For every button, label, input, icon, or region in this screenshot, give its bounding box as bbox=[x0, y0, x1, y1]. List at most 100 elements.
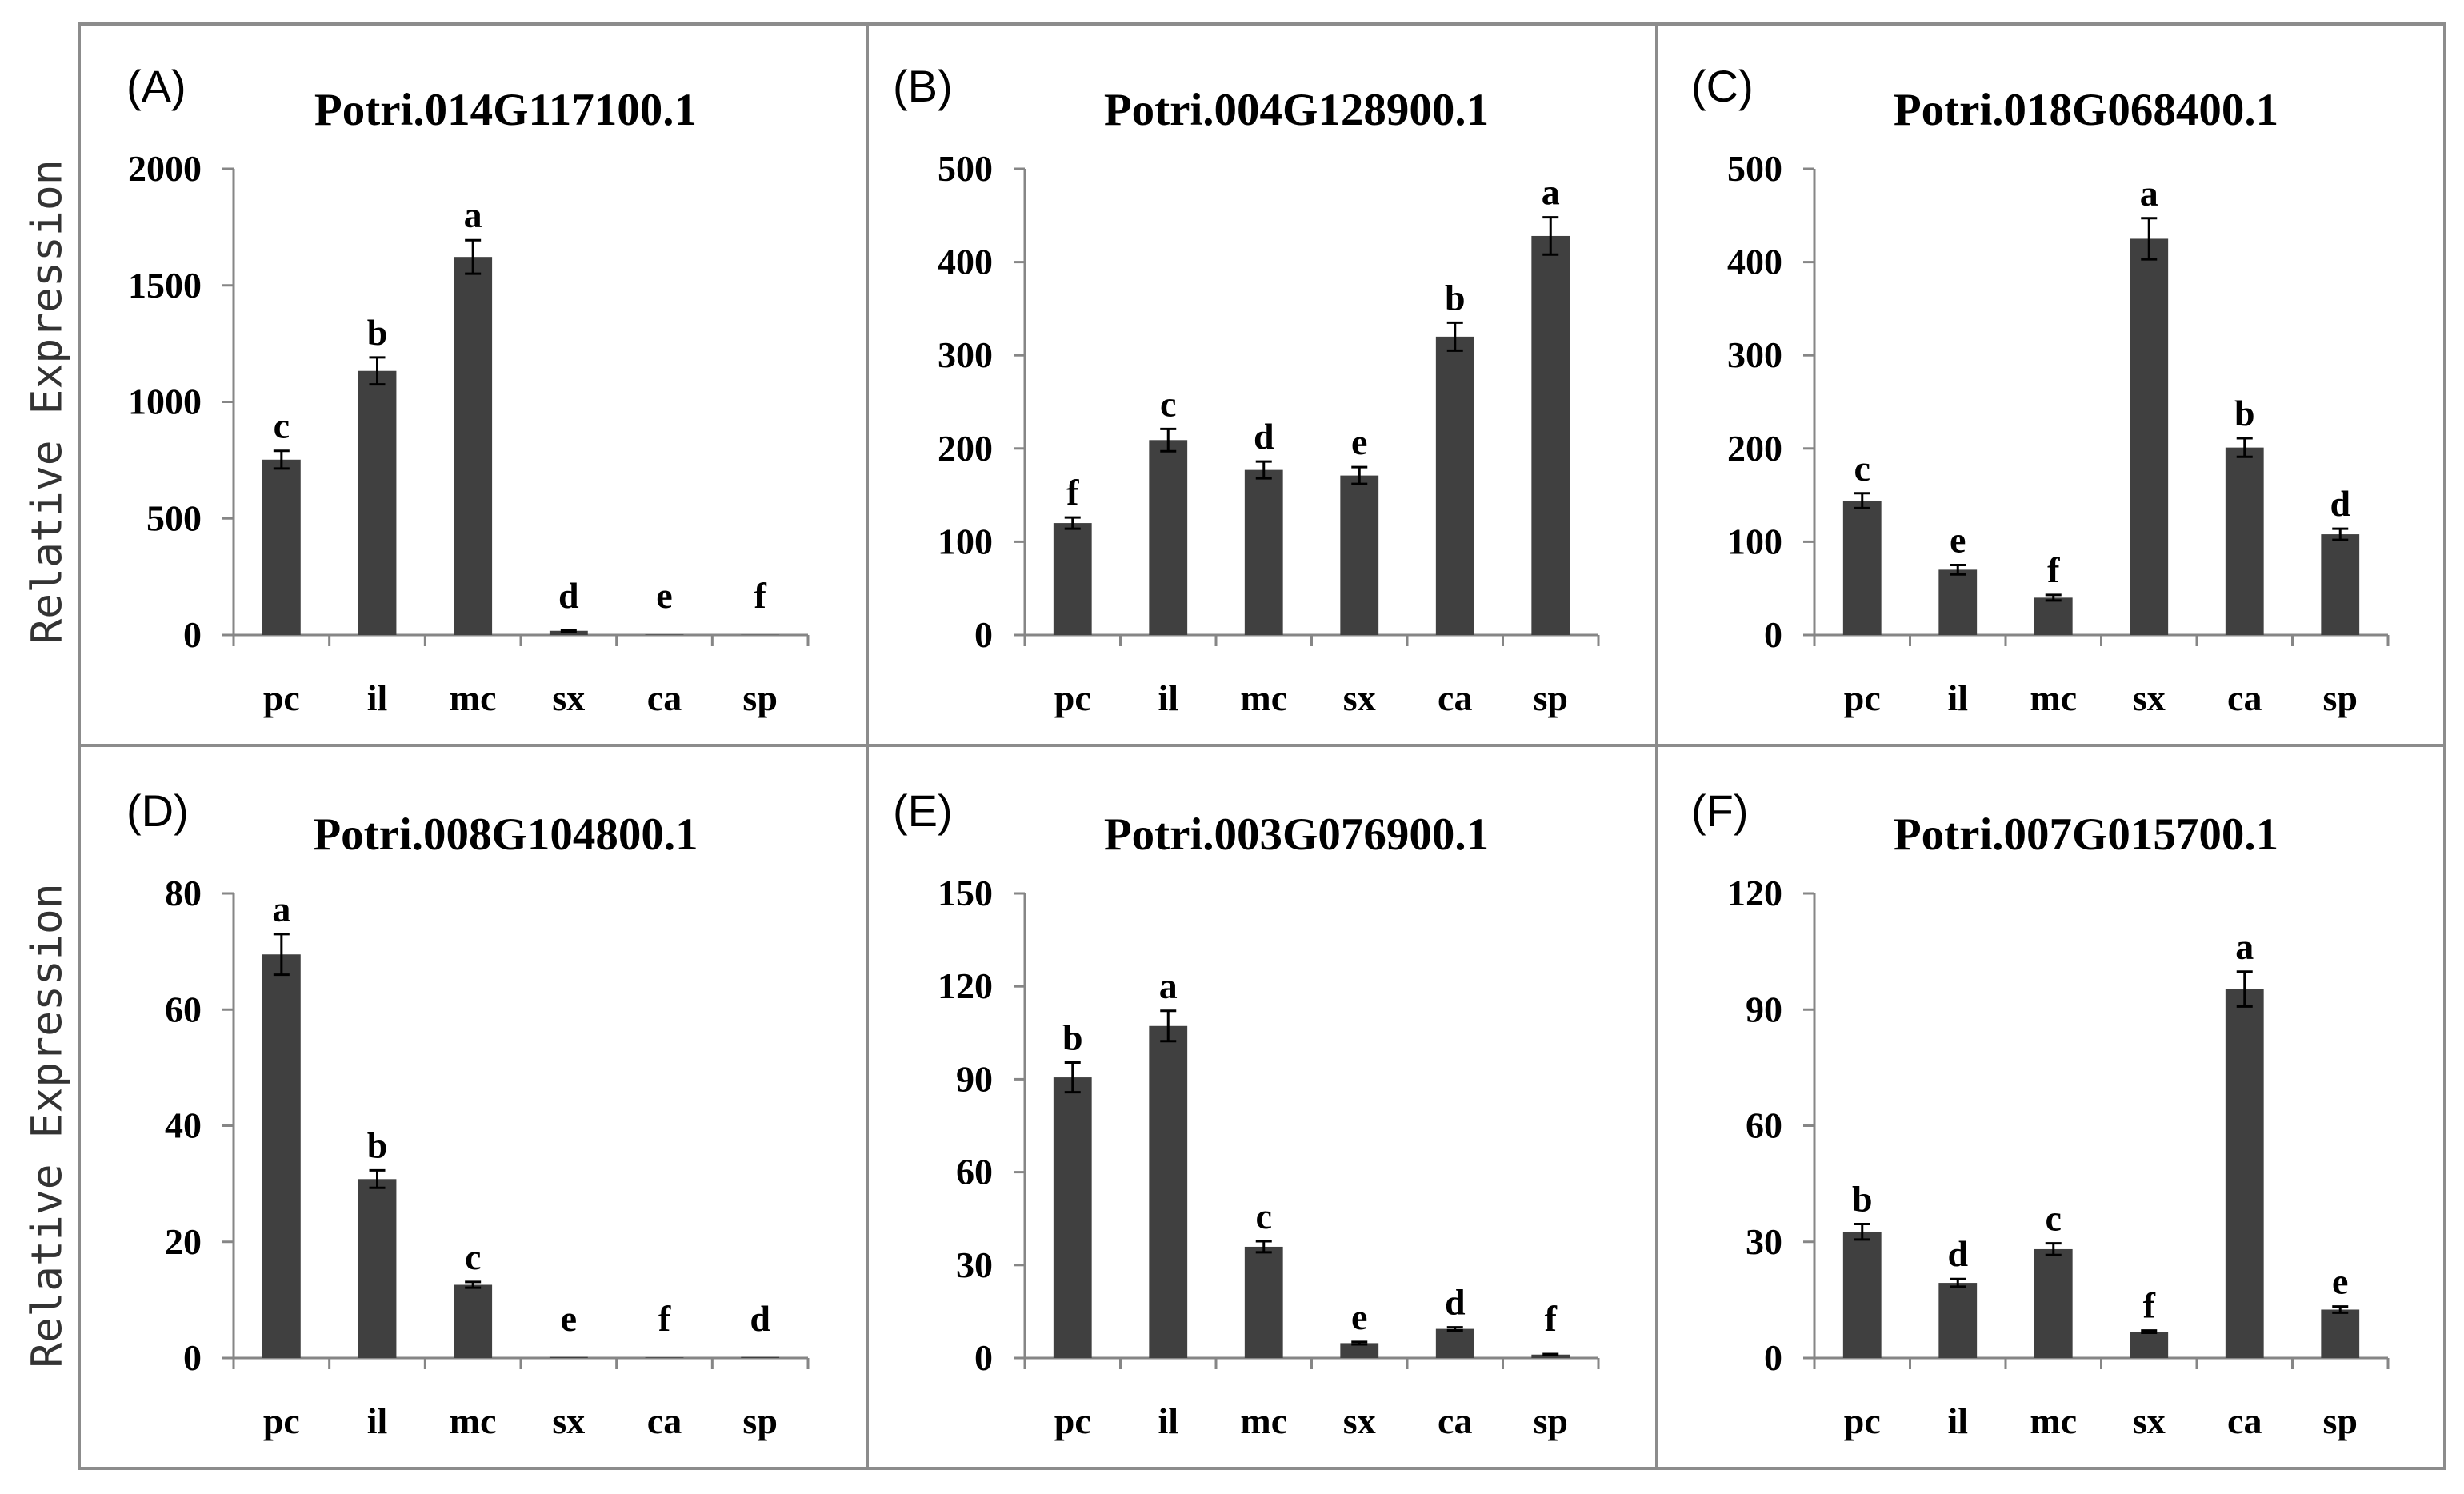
category-label: sp bbox=[1534, 1400, 1568, 1441]
bar-il bbox=[1149, 440, 1188, 635]
error-bar-sx bbox=[2141, 1329, 2158, 1335]
category-label: mc bbox=[2030, 677, 2077, 718]
error-bar-mc bbox=[1255, 460, 1272, 480]
significance-letter: a bbox=[2140, 173, 2158, 214]
error-bar-il bbox=[369, 1168, 386, 1189]
significance-letter: d bbox=[1947, 1233, 1968, 1274]
category-label: mc bbox=[450, 677, 497, 718]
category-label: mc bbox=[2030, 1400, 2077, 1441]
category-label: il bbox=[1158, 677, 1178, 718]
chart-title: Potri.007G015700.1 bbox=[1894, 809, 2278, 860]
error-bar-il bbox=[1160, 1009, 1177, 1043]
category-label: ca bbox=[2227, 677, 2262, 718]
significance-letter: c bbox=[2046, 1198, 2062, 1239]
error-bar-pc bbox=[1064, 516, 1081, 530]
y-tick-label: 500 bbox=[146, 497, 202, 538]
error-bar-pc bbox=[1064, 1061, 1081, 1094]
y-tick-label: 0 bbox=[183, 614, 202, 655]
bar-ca bbox=[1435, 336, 1474, 635]
significance-letter: f bbox=[1066, 472, 1079, 513]
y-tick-label: 1000 bbox=[128, 381, 202, 422]
y-tick-label: 30 bbox=[956, 1244, 993, 1285]
category-label: ca bbox=[647, 677, 682, 718]
error-bar-sx bbox=[1351, 465, 1368, 485]
bar-il bbox=[1149, 1025, 1188, 1358]
significance-letter: b bbox=[1445, 277, 1466, 318]
error-bar-mc bbox=[465, 1280, 482, 1289]
significance-letter: a bbox=[464, 194, 482, 235]
panel-label: (F) bbox=[1691, 785, 1749, 836]
significance-letter: c bbox=[274, 405, 290, 446]
y-tick-label: 200 bbox=[1727, 428, 1782, 469]
y-tick-label: 120 bbox=[1727, 873, 1782, 913]
bar-sx bbox=[549, 630, 588, 635]
bar-mc bbox=[2034, 597, 2073, 635]
significance-letter: f bbox=[2047, 549, 2060, 590]
bar-pc bbox=[262, 459, 301, 635]
bar-mc bbox=[454, 1284, 493, 1358]
category-label: pc bbox=[1054, 677, 1091, 718]
category-label: sx bbox=[1343, 1400, 1376, 1441]
y-tick-label: 300 bbox=[938, 334, 993, 375]
significance-letter: e bbox=[656, 575, 672, 616]
significance-letter: a bbox=[1542, 172, 1560, 213]
category-label: il bbox=[1947, 677, 1968, 718]
bar-mc bbox=[454, 257, 493, 635]
y-tick-label: 150 bbox=[938, 873, 993, 913]
significance-letter: b bbox=[367, 312, 388, 353]
category-label: ca bbox=[647, 1400, 682, 1441]
category-label: ca bbox=[1438, 677, 1472, 718]
y-tick-label: 60 bbox=[1746, 1105, 1782, 1146]
y-tick-label: 400 bbox=[938, 242, 993, 282]
significance-letter: f bbox=[2143, 1285, 2156, 1326]
y-tick-label: 0 bbox=[974, 1337, 993, 1378]
y-tick-label: 30 bbox=[1746, 1221, 1782, 1262]
y-axis-label: Relative Expression bbox=[23, 883, 72, 1368]
significance-letter: b bbox=[1062, 1017, 1083, 1057]
error-bar-sp bbox=[2332, 1305, 2349, 1314]
y-tick-label: 100 bbox=[1727, 521, 1782, 561]
category-label: ca bbox=[2227, 1400, 2262, 1441]
error-bar-il bbox=[369, 356, 386, 386]
y-tick-label: 100 bbox=[938, 521, 993, 561]
bar-sp bbox=[2321, 534, 2360, 635]
bar-pc bbox=[1842, 1232, 1882, 1358]
category-label: mc bbox=[1240, 1400, 1287, 1441]
category-label: sp bbox=[2323, 1400, 2358, 1441]
category-label: mc bbox=[450, 1400, 497, 1441]
significance-letter: f bbox=[754, 575, 767, 616]
category-label: il bbox=[367, 1400, 388, 1441]
error-bar-pc bbox=[1854, 1222, 1870, 1241]
y-tick-label: 20 bbox=[165, 1221, 202, 1262]
category-label: sp bbox=[2323, 677, 2358, 718]
significance-letter: e bbox=[1950, 520, 1966, 561]
y-tick-label: 90 bbox=[956, 1058, 993, 1099]
y-tick-label: 1500 bbox=[128, 265, 202, 306]
bar-ca bbox=[645, 634, 684, 635]
error-bar-ca bbox=[1446, 321, 1463, 352]
significance-letter: d bbox=[558, 575, 579, 616]
bar-pc bbox=[1842, 501, 1882, 635]
category-label: sx bbox=[1343, 677, 1376, 718]
y-tick-label: 2000 bbox=[128, 148, 202, 189]
panel-label: (D) bbox=[126, 785, 189, 836]
significance-letter: d bbox=[2330, 483, 2350, 524]
bar-pc bbox=[1053, 523, 1092, 635]
error-bar-ca bbox=[2236, 437, 2253, 458]
bar-pc bbox=[262, 954, 301, 1358]
panel-label: (C) bbox=[1691, 61, 1754, 111]
significance-letter: c bbox=[465, 1236, 481, 1277]
y-tick-label: 0 bbox=[1764, 614, 1782, 655]
error-bar-mc bbox=[2045, 1242, 2062, 1256]
bar-sx bbox=[2130, 238, 2169, 635]
error-bar-sx bbox=[1351, 1340, 1368, 1346]
error-bar-sx bbox=[2141, 217, 2158, 261]
significance-letter: c bbox=[1854, 448, 1870, 489]
panel-label: (A) bbox=[126, 61, 186, 111]
chart-title: Potri.003G076900.1 bbox=[1104, 809, 1489, 860]
significance-letter: f bbox=[1545, 1298, 1558, 1339]
y-tick-label: 90 bbox=[1746, 989, 1782, 1029]
significance-letter: a bbox=[272, 889, 290, 929]
significance-letter: a bbox=[2235, 926, 2254, 967]
